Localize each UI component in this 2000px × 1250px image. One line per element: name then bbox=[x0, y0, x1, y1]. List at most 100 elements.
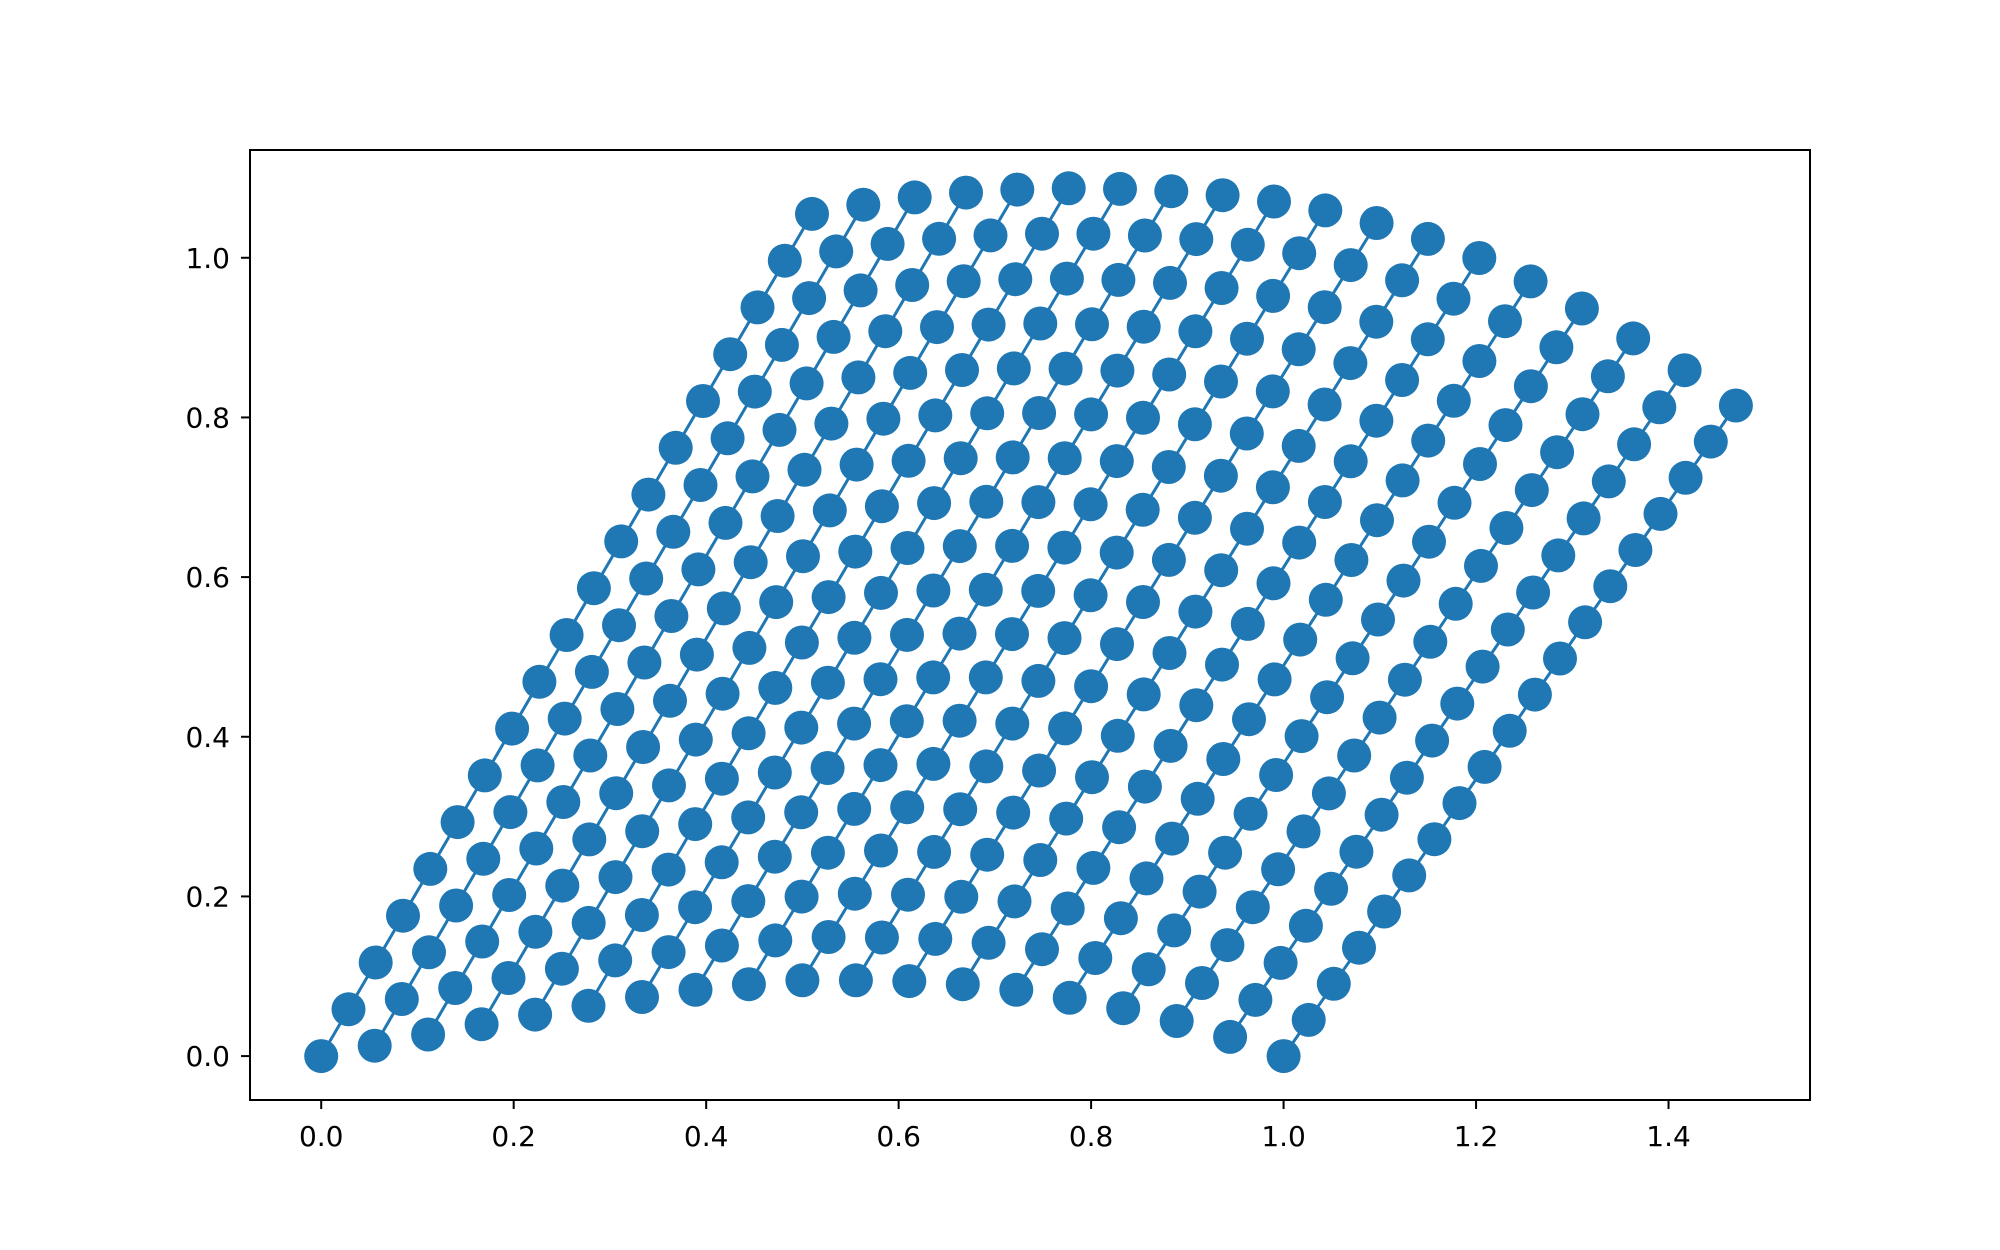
data-point bbox=[465, 924, 500, 959]
data-point bbox=[1307, 485, 1342, 519]
data-point bbox=[625, 814, 660, 849]
data-point bbox=[758, 670, 793, 705]
y-tick-label: 0.2 bbox=[185, 880, 230, 913]
data-point bbox=[1308, 193, 1343, 228]
data-point bbox=[970, 396, 1005, 431]
data-point bbox=[866, 401, 901, 436]
data-point bbox=[1129, 861, 1164, 896]
data-point bbox=[1230, 511, 1264, 546]
data-point bbox=[466, 841, 501, 876]
data-point bbox=[1540, 435, 1575, 470]
data-point bbox=[1564, 291, 1599, 326]
data-point bbox=[812, 493, 847, 528]
data-point bbox=[1099, 444, 1134, 479]
data-point bbox=[519, 831, 554, 866]
data-point bbox=[1389, 760, 1424, 795]
data-point bbox=[810, 835, 845, 870]
data-point bbox=[1131, 952, 1166, 987]
data-point bbox=[846, 187, 881, 222]
data-point bbox=[732, 630, 767, 665]
y-tick-label: 1.0 bbox=[185, 242, 230, 275]
data-point bbox=[1229, 416, 1264, 451]
data-point bbox=[571, 905, 606, 940]
y-tick-label: 0.0 bbox=[185, 1040, 230, 1073]
data-point bbox=[916, 660, 951, 695]
data-point bbox=[786, 539, 820, 574]
data-point bbox=[1233, 796, 1268, 831]
data-point bbox=[995, 706, 1030, 741]
data-point bbox=[625, 980, 659, 1014]
data-point bbox=[731, 884, 766, 919]
data-point bbox=[1051, 171, 1086, 206]
data-point bbox=[704, 761, 739, 796]
data-point bbox=[384, 982, 419, 1016]
data-point bbox=[995, 617, 1029, 652]
data-point bbox=[1311, 776, 1346, 811]
data-point bbox=[1022, 753, 1057, 788]
data-point bbox=[758, 923, 793, 958]
data-point bbox=[654, 599, 689, 633]
data-point bbox=[576, 571, 611, 606]
data-point bbox=[1206, 742, 1241, 776]
x-tick-label: 1.2 bbox=[1454, 1120, 1499, 1153]
data-point bbox=[920, 310, 954, 345]
data-point bbox=[1075, 760, 1109, 795]
data-point bbox=[1153, 728, 1188, 763]
data-point bbox=[1668, 460, 1703, 495]
data-point bbox=[412, 935, 446, 970]
data-point bbox=[1047, 530, 1082, 565]
data-point bbox=[546, 785, 581, 819]
y-tick-label: 0.8 bbox=[185, 401, 230, 434]
data-point bbox=[1159, 1004, 1194, 1038]
data-point bbox=[1360, 503, 1394, 538]
data-point bbox=[1047, 441, 1082, 476]
data-point bbox=[1316, 966, 1351, 1001]
data-point bbox=[1617, 427, 1652, 462]
data-point bbox=[1718, 388, 1753, 423]
data-point bbox=[870, 226, 905, 261]
data-point bbox=[1385, 463, 1420, 498]
data-point bbox=[413, 851, 448, 886]
data-point bbox=[1417, 822, 1452, 857]
data-point bbox=[839, 447, 874, 482]
data-point bbox=[464, 1007, 499, 1042]
data-point bbox=[1232, 702, 1266, 737]
data-point bbox=[1256, 566, 1291, 601]
data-point bbox=[1204, 364, 1238, 399]
axes-frame bbox=[249, 149, 1811, 1101]
data-point bbox=[892, 964, 927, 999]
data-point bbox=[787, 452, 822, 487]
data-point bbox=[572, 822, 607, 857]
data-point bbox=[916, 746, 951, 781]
data-point bbox=[890, 790, 925, 825]
data-point bbox=[1359, 206, 1394, 240]
data-point bbox=[949, 175, 983, 210]
data-point bbox=[943, 441, 978, 476]
data-point bbox=[571, 988, 606, 1023]
data-point bbox=[492, 878, 527, 912]
data-point bbox=[1411, 423, 1446, 458]
data-point bbox=[518, 997, 553, 1032]
data-point bbox=[1437, 485, 1472, 520]
data-point bbox=[1151, 450, 1186, 484]
data-point bbox=[918, 398, 953, 433]
data-point bbox=[1022, 396, 1057, 430]
data-point bbox=[890, 617, 924, 652]
data-point bbox=[1467, 749, 1502, 784]
data-point bbox=[784, 710, 819, 745]
data-point bbox=[968, 572, 1003, 607]
data-point bbox=[1463, 447, 1497, 481]
x-tick-label: 0.4 bbox=[684, 1120, 729, 1153]
data-point bbox=[493, 795, 528, 830]
data-point bbox=[1513, 369, 1548, 404]
x-tick-label: 1.0 bbox=[1261, 1120, 1306, 1153]
data-point bbox=[1126, 677, 1161, 712]
data-point bbox=[1025, 216, 1059, 251]
data-point bbox=[686, 384, 720, 418]
data-point bbox=[970, 837, 1005, 872]
data-point bbox=[1203, 458, 1238, 493]
data-point bbox=[1291, 1002, 1326, 1037]
data-point bbox=[1155, 821, 1190, 856]
data-point bbox=[864, 920, 899, 955]
